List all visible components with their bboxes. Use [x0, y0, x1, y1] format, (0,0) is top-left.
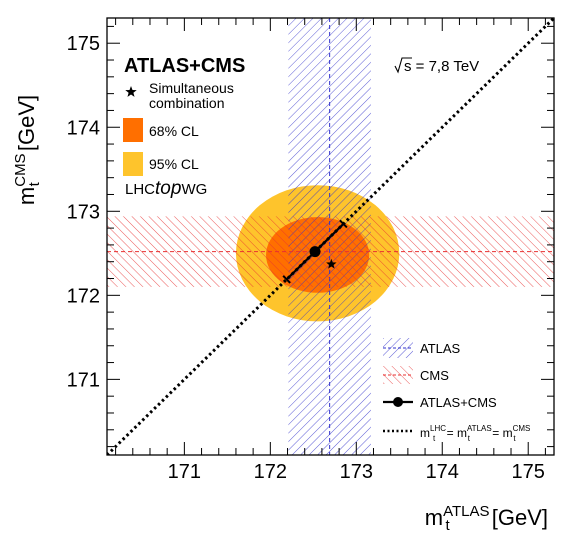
x-tick-label: 171 [168, 461, 201, 483]
plot-area [107, 18, 554, 455]
y-tick-label: 172 [67, 285, 100, 307]
legend-diagonal-label: mLHC t = mATLAS t = mCMS t [420, 424, 530, 443]
energy-label: s = 7,8 TeV [394, 57, 479, 75]
x-tick-label: 175 [512, 461, 545, 483]
legend-combination-marker [393, 397, 403, 407]
energy-text: s = 7,8 TeV [404, 58, 479, 75]
simultaneous-star [326, 258, 337, 269]
lhc-label: LHCtopWG [125, 178, 207, 199]
y-axis-label: mCMSt [GeV] [12, 95, 43, 205]
x-tick-label: 172 [254, 461, 287, 483]
legend-cms-label: CMS [420, 368, 449, 383]
x-tick-label: 174 [426, 461, 459, 483]
legend-combination-label: ATLAS+CMS [420, 395, 497, 410]
panel-title: ATLAS+CMS [124, 55, 245, 77]
x-axis-title: mATLAS t [GeV] [425, 503, 548, 534]
legend-star-marker [125, 86, 137, 97]
legend-68cl-swatch [123, 118, 143, 142]
x-tick-label: 173 [340, 461, 373, 483]
combination-error-cap-high [339, 219, 348, 229]
sqrt-sign [394, 57, 412, 74]
lhctopwg-text: LHCtopWG [125, 178, 207, 199]
legend-95cl-swatch [123, 152, 143, 176]
y-axis-title: mCMSt [GeV] [12, 95, 43, 205]
legend-68cl-label: 68% CL [149, 123, 199, 139]
legend-simultaneous-label-2: combination [149, 95, 225, 111]
legend-bottom: ATLAS CMS ATLAS+CMS mLHC t = mATLAS t = mCMS t [383, 338, 530, 443]
legend-atlas-label: ATLAS [420, 341, 461, 356]
y-tick-label: 174 [67, 117, 100, 139]
y-tick-label: 173 [67, 201, 100, 223]
axes: 171 172 173 174 175 171 172 173 174 175 [67, 18, 554, 483]
x-axis-label: mATLAS t [GeV] [425, 503, 548, 534]
y-tick-label: 171 [67, 369, 100, 391]
legend-simultaneous-label: Simultaneous [149, 80, 234, 96]
combination-error-cap-low [282, 275, 291, 284]
y-tick-label: 175 [67, 33, 100, 55]
legend-95cl-label: 95% CL [149, 156, 199, 172]
combination-point [309, 246, 321, 258]
plot-frame [106, 17, 555, 456]
